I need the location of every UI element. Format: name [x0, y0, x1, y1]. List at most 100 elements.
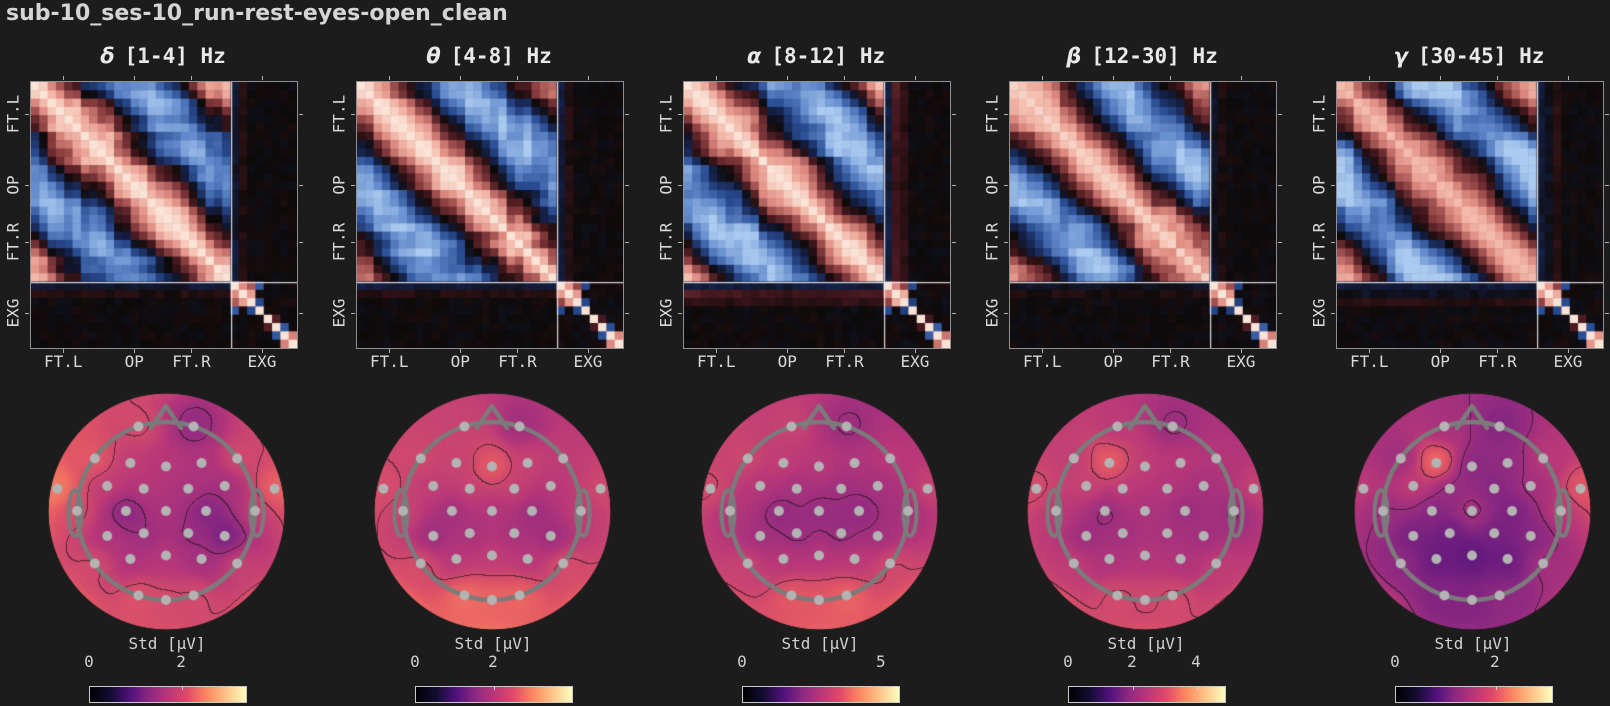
axis-tick — [134, 349, 136, 353]
band-column-delta: δ [1-4] Hz Std [µV] FT.L FT.L OP OP FT.R FT.R E… — [0, 0, 326, 706]
colorbar-label: Std [µV] — [454, 634, 532, 653]
axis-tick — [1331, 312, 1335, 314]
band-symbol: γ — [1393, 44, 1408, 68]
axis-tick — [625, 185, 629, 187]
x-axis-label: FT.R — [1151, 352, 1190, 371]
y-axis-label: OP — [329, 175, 349, 195]
y-axis-label: EXG — [656, 298, 676, 328]
axis-tick — [787, 76, 789, 80]
axis-tick — [1605, 242, 1609, 244]
axis-tick — [1004, 312, 1008, 314]
y-axis-label: OP — [982, 175, 1002, 195]
axis-tick — [1605, 114, 1609, 116]
topomap-canvas — [46, 391, 286, 631]
axis-tick — [1278, 312, 1282, 314]
axis-tick — [299, 185, 303, 187]
axis-tick — [1567, 76, 1569, 80]
y-axis-label: FT.R — [329, 223, 349, 262]
axis-tick — [1170, 349, 1172, 353]
colorbar — [1395, 686, 1553, 703]
axis-tick — [1278, 114, 1282, 116]
x-axis-label: FT.R — [825, 352, 864, 371]
axis-tick — [1331, 114, 1335, 116]
colorbar-tick-mark — [494, 687, 495, 690]
colorbar — [742, 686, 900, 703]
x-axis-label: FT.L — [1349, 352, 1389, 371]
x-axis-label: OP — [1430, 352, 1450, 371]
axis-tick — [261, 76, 263, 80]
axis-tick — [134, 76, 136, 80]
axis-tick — [1240, 349, 1242, 353]
band-range: [4-8] Hz — [450, 44, 552, 68]
correlation-matrix-canvas — [31, 82, 297, 348]
axis-tick — [1440, 76, 1442, 80]
axis-tick — [389, 76, 391, 80]
band-range: [1-4] Hz — [124, 44, 226, 68]
x-axis-label: EXG — [900, 352, 930, 371]
colorbar-tick-label: 0 — [84, 652, 94, 671]
axis-tick — [625, 312, 629, 314]
band-range: [30-45] Hz — [1417, 44, 1545, 68]
band-symbol: α — [746, 44, 762, 68]
axis-tick — [952, 185, 956, 187]
axis-tick — [914, 76, 916, 80]
colorbar — [1068, 686, 1226, 703]
colorbar-tick-mark — [881, 687, 883, 690]
x-axis-label: FT.L — [696, 352, 736, 371]
y-axis-label: FT.L — [329, 94, 349, 134]
y-axis-label: FT.R — [656, 223, 676, 262]
axis-tick — [1605, 312, 1609, 314]
colorbar-tick-label: 2 — [176, 652, 186, 671]
axis-tick — [587, 349, 589, 353]
topomap-canvas — [372, 391, 612, 631]
axis-tick — [678, 312, 682, 314]
axis-tick — [952, 114, 956, 116]
axis-tick — [844, 76, 846, 80]
colorbar-tick-label: 0 — [737, 652, 747, 671]
axis-tick — [587, 76, 589, 80]
axis-tick — [351, 242, 355, 244]
axis-tick — [25, 114, 29, 116]
y-axis-label: OP — [656, 175, 676, 195]
y-axis-label: EXG — [1309, 298, 1329, 328]
y-axis-label: FT.L — [3, 94, 23, 134]
axis-tick — [299, 242, 303, 244]
axis-tick — [191, 76, 193, 80]
band-column-gamma: γ [30-45] Hz Std [µV] FT.L FT.L OP OP FT.R FT.… — [1306, 0, 1610, 706]
axis-tick — [351, 312, 355, 314]
colorbar-tick-label: 2 — [1490, 652, 1500, 671]
colorbar-tick-label: 2 — [1127, 652, 1137, 671]
x-axis-label: FT.R — [172, 352, 211, 371]
axis-tick — [952, 312, 956, 314]
axis-tick — [1004, 114, 1008, 116]
axis-tick — [460, 76, 462, 80]
topomap-canvas — [699, 391, 939, 631]
band-column-alpha: α [8-12] Hz Std [µV] FT.L FT.L OP OP FT.R FT.R… — [653, 0, 979, 706]
axis-tick — [1567, 349, 1569, 353]
axis-tick — [1440, 349, 1442, 353]
colorbar-tick-mark — [1196, 687, 1198, 690]
colorbar-tick-mark — [1132, 687, 1134, 690]
correlation-matrix-canvas — [1010, 82, 1276, 348]
colorbar-label: Std [µV] — [781, 634, 859, 653]
axis-tick — [678, 114, 682, 116]
correlation-matrix — [1336, 81, 1604, 349]
axis-tick — [517, 76, 519, 80]
band-title: δ [1-4] Hz — [30, 44, 296, 68]
axis-tick — [261, 349, 263, 353]
axis-tick — [517, 349, 519, 353]
band-symbol: δ — [100, 44, 115, 68]
x-axis-label: OP — [450, 352, 470, 371]
axis-tick — [1331, 242, 1335, 244]
y-axis-label: OP — [1309, 175, 1329, 195]
x-axis-label: EXG — [1553, 352, 1583, 371]
band-title: α [8-12] Hz — [683, 44, 949, 68]
correlation-matrix — [683, 81, 951, 349]
correlation-matrix-canvas — [684, 82, 950, 348]
band-column-theta: θ [4-8] Hz Std [µV] FT.L FT.L OP OP FT.R FT.R E… — [326, 0, 652, 706]
colorbar-tick-label: 4 — [1191, 652, 1201, 671]
correlation-matrix — [356, 81, 624, 349]
axis-tick — [1113, 349, 1115, 353]
x-axis-label: FT.R — [498, 352, 537, 371]
y-axis-label: EXG — [3, 298, 23, 328]
